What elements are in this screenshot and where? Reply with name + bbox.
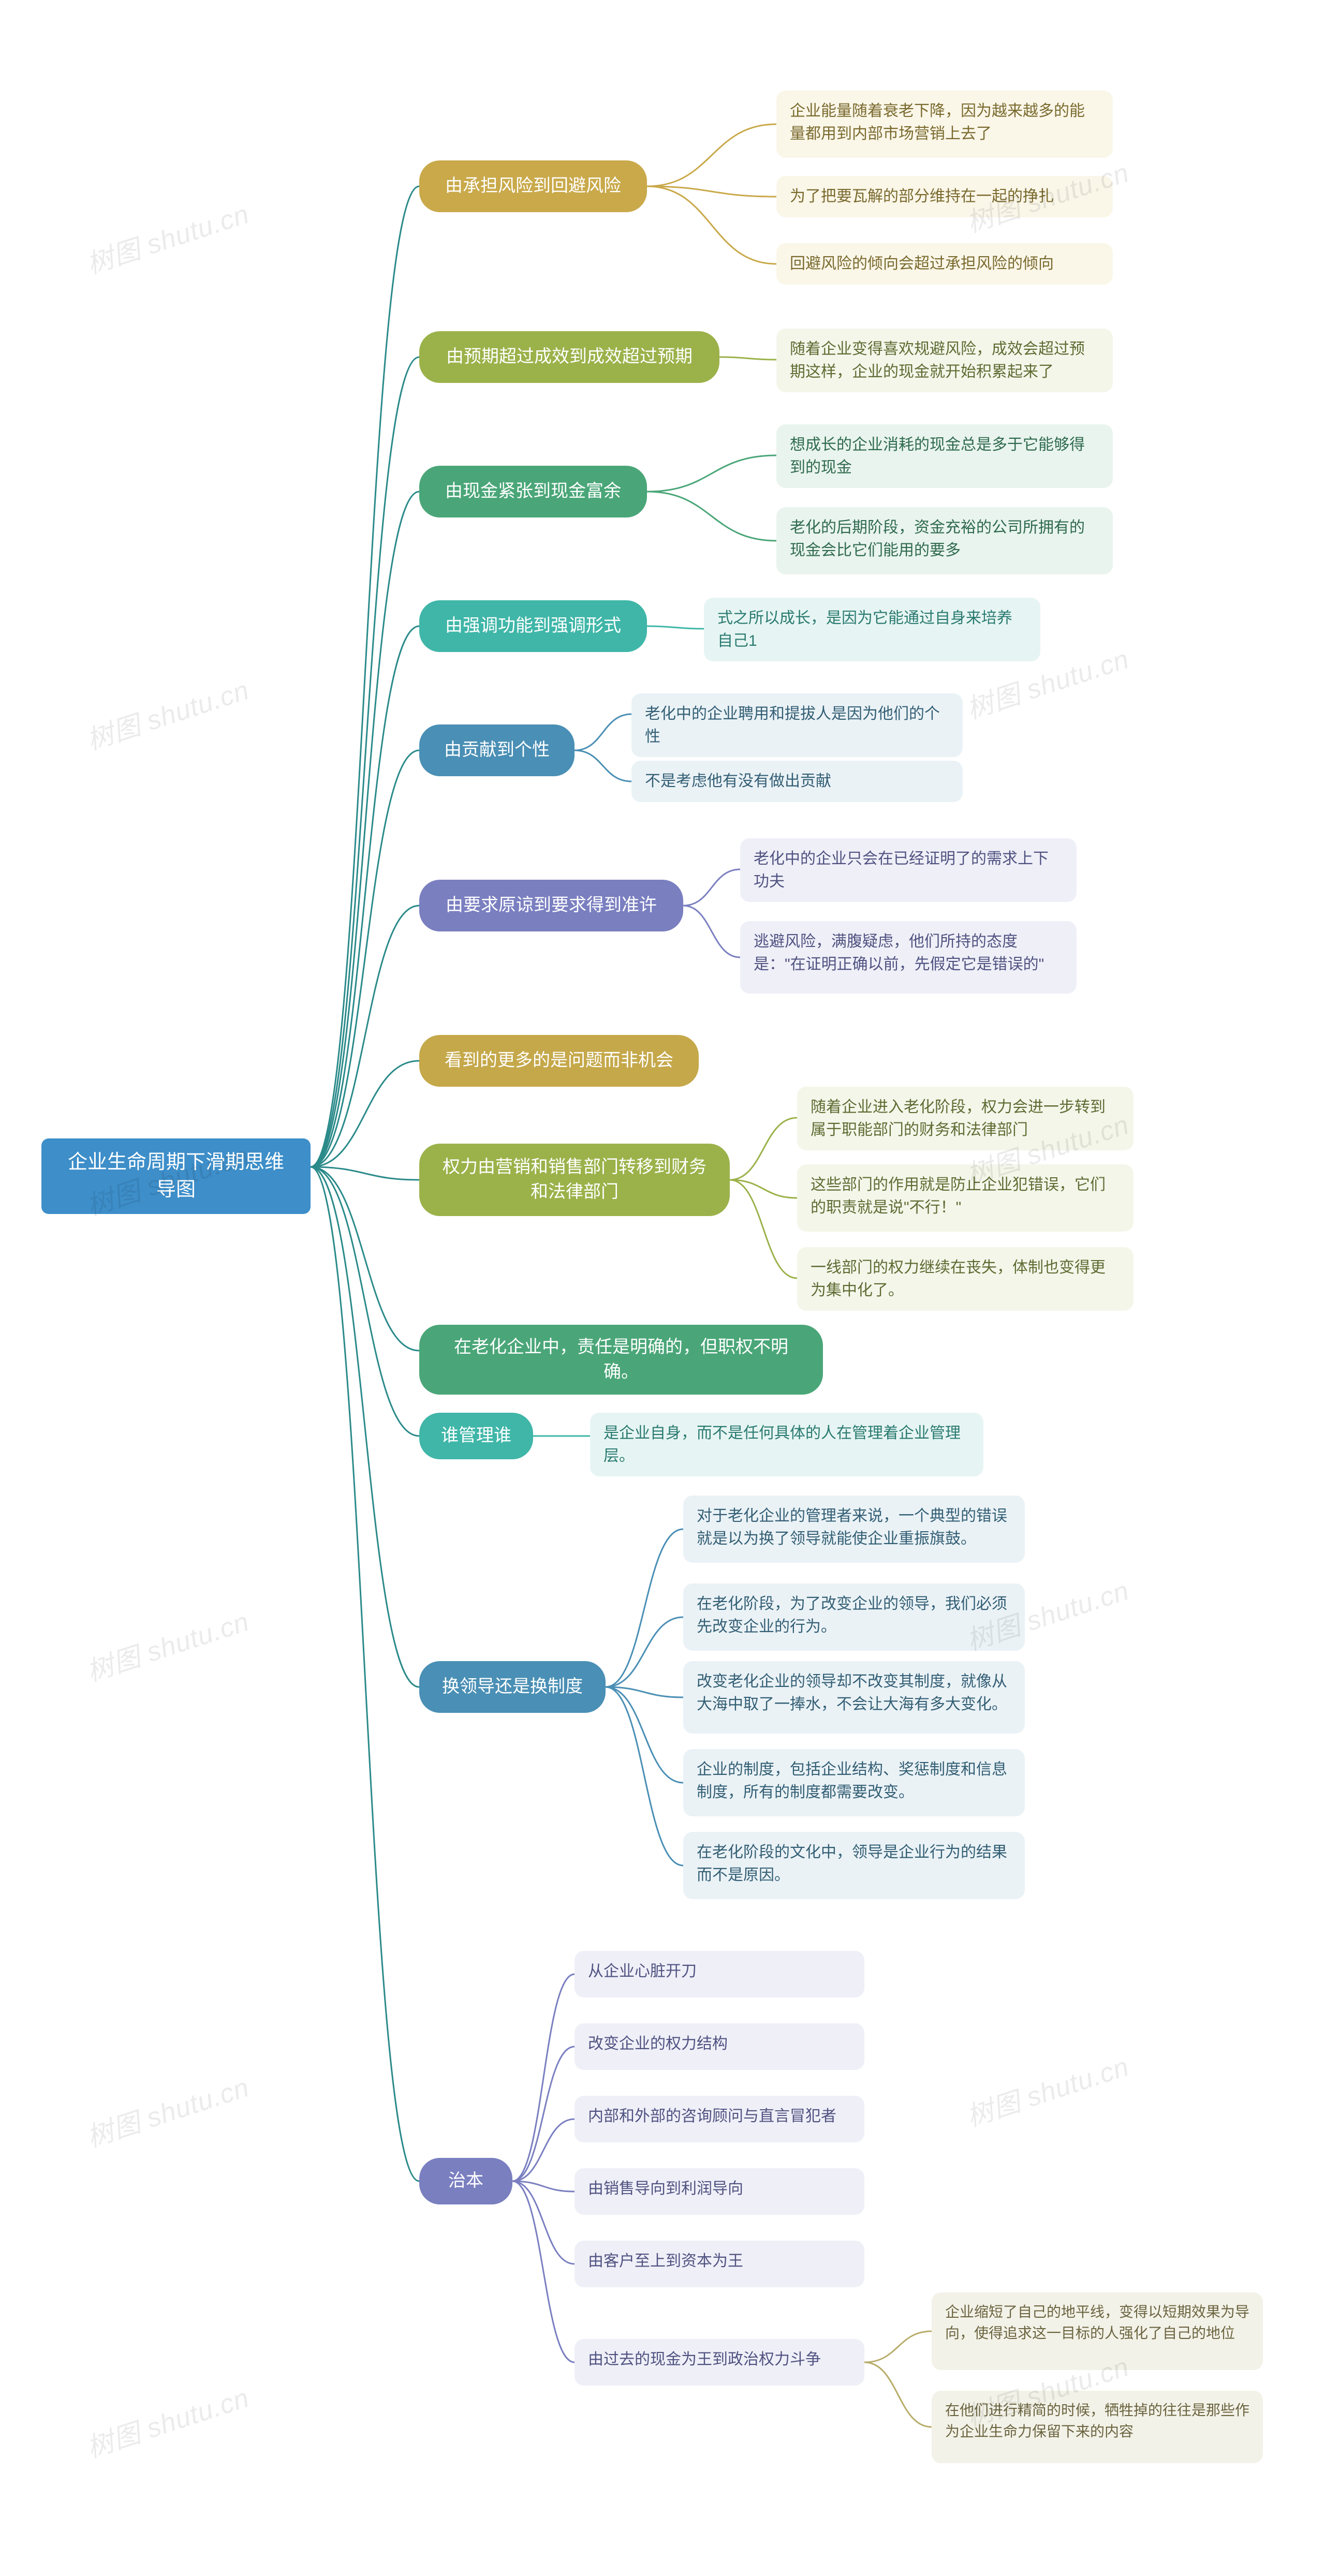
leaf-node[interactable]: 一线部门的权力继续在丧失，体制也变得更为集中化了。	[797, 1247, 1133, 1311]
leaf-node[interactable]: 老化中的企业聘用和提拔人是因为他们的个性	[631, 693, 963, 757]
subleaf-node[interactable]: 在他们进行精简的时候，牺牲掉的往往是那些作为企业生命力保留下来的内容	[932, 2391, 1263, 2463]
branch-node[interactable]: 在老化企业中，责任是明确的，但职权不明确。	[419, 1325, 823, 1395]
watermark: 树图 shutu.cn	[961, 2045, 1133, 2134]
branch-node[interactable]: 由预期超过成效到成效超过预期	[419, 331, 719, 383]
root-node[interactable]: 企业生命周期下滑期思维导图	[41, 1138, 311, 1214]
branch-node[interactable]: 由承担风险到回避风险	[419, 160, 647, 212]
branch-node[interactable]: 由要求原谅到要求得到准许	[419, 880, 683, 931]
leaf-node[interactable]: 老化中的企业只会在已经证明了的需求上下功夫	[740, 838, 1077, 902]
mindmap-canvas: 企业生命周期下滑期思维导图 由承担风险到回避风险 企业能量随着衰老下降，因为越来越多…	[21, 41, 1304, 2535]
branch-node[interactable]: 由贡献到个性	[419, 724, 575, 776]
leaf-node[interactable]: 随着企业进入老化阶段，权力会进一步转到属于职能部门的财务和法律部门	[797, 1087, 1133, 1150]
branch-node[interactable]: 权力由营销和销售部门转移到财务和法律部门	[419, 1144, 730, 1216]
branch-node[interactable]: 谁管理谁	[419, 1413, 533, 1459]
leaf-node[interactable]: 改变老化企业的领导却不改变其制度，就像从大海中取了一捧水，不会让大海有多大变化。	[683, 1661, 1025, 1734]
leaf-node[interactable]: 由过去的现金为王到政治权力斗争	[575, 2339, 864, 2386]
leaf-node[interactable]: 在老化阶段的文化中，领导是企业行为的结果而不是原因。	[683, 1832, 1025, 1899]
leaf-node[interactable]: 这些部门的作用就是防止企业犯错误，它们的职责就是说"不行！"	[797, 1164, 1133, 1232]
leaf-node[interactable]: 随着企业变得喜欢规避风险，成效会超过预期这样，企业的现金就开始积累起来了	[776, 329, 1113, 392]
leaf-node[interactable]: 为了把要瓦解的部分维持在一起的挣扎	[776, 176, 1113, 217]
leaf-node[interactable]: 老化的后期阶段，资金充裕的公司所拥有的现金会比它们能用的要多	[776, 507, 1113, 574]
leaf-node[interactable]: 不是考虑他有没有做出贡献	[631, 761, 963, 802]
leaf-node[interactable]: 逃避风险，满腹疑虑，他们所持的态度是："在证明正确以前，先假定它是错误的"	[740, 921, 1077, 994]
subleaf-node[interactable]: 企业缩短了自己的地平线，变得以短期效果为导向，使得追求这一目标的人强化了自己的地…	[932, 2292, 1263, 2370]
branch-node[interactable]: 看到的更多的是问题而非机会	[419, 1035, 699, 1087]
watermark: 树图 shutu.cn	[81, 192, 253, 281]
leaf-node[interactable]: 回避风险的倾向会超过承担风险的倾向	[776, 243, 1113, 285]
leaf-node[interactable]: 由销售导向到利润导向	[575, 2168, 864, 2215]
leaf-node[interactable]: 内部和外部的咨询顾问与直言冒犯者	[575, 2096, 864, 2142]
watermark: 树图 shutu.cn	[81, 2376, 253, 2465]
leaf-node[interactable]: 对于老化企业的管理者来说，一个典型的错误就是以为换了领导就能使企业重振旗鼓。	[683, 1496, 1025, 1563]
branch-node[interactable]: 由强调功能到强调形式	[419, 600, 647, 652]
watermark: 树图 shutu.cn	[81, 2065, 253, 2154]
leaf-node[interactable]: 从企业心脏开刀	[575, 1951, 864, 1997]
leaf-node[interactable]: 式之所以成长，是因为它能通过自身来培养自己1	[704, 598, 1040, 661]
leaf-node[interactable]: 在老化阶段，为了改变企业的领导，我们必须先改变企业的行为。	[683, 1583, 1025, 1651]
leaf-node[interactable]: 改变企业的权力结构	[575, 2023, 864, 2070]
leaf-node[interactable]: 由客户至上到资本为王	[575, 2241, 864, 2287]
leaf-node[interactable]: 想成长的企业消耗的现金总是多于它能够得到的现金	[776, 424, 1113, 488]
branch-node[interactable]: 由现金紧张到现金富余	[419, 466, 647, 517]
branch-node[interactable]: 换领导还是换制度	[419, 1661, 606, 1713]
watermark: 树图 shutu.cn	[81, 1600, 253, 1689]
leaf-node[interactable]: 企业能量随着衰老下降，因为越来越多的能量都用到内部市场营销上去了	[776, 91, 1113, 158]
watermark: 树图 shutu.cn	[81, 668, 253, 757]
branch-node[interactable]: 治本	[419, 2158, 512, 2204]
leaf-node[interactable]: 是企业自身，而不是任何具体的人在管理着企业管理层。	[590, 1413, 983, 1476]
leaf-node[interactable]: 企业的制度，包括企业结构、奖惩制度和信息制度，所有的制度都需要改变。	[683, 1749, 1025, 1816]
